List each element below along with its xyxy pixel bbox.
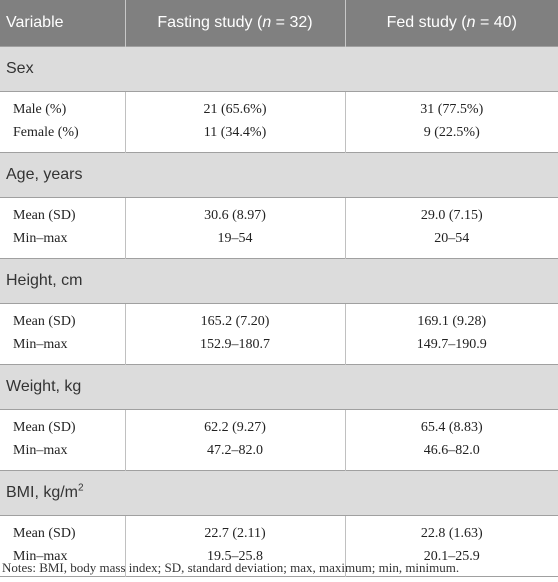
row-label: Mean (SD) (0, 515, 126, 545)
fed-value: 22.8 (1.63) (420, 525, 483, 541)
fed-value: 169.1 (9.28) (417, 313, 487, 329)
table-row: Min–max 19.5–25.8 20.1–25.9 (0, 545, 558, 577)
table-row: Mean (SD) 22.7 (2.11) 22.8 (1.63) (0, 515, 558, 545)
table-notes: Notes: BMI, body mass index; SD, standar… (2, 560, 460, 575)
section-title: Height, cm (0, 258, 558, 304)
header-fed-n: n (466, 14, 476, 31)
row-label: Min–max (0, 227, 126, 259)
row-label: Mean (SD) (0, 303, 126, 333)
fasting-value: 62.2 (9.27) (125, 409, 346, 439)
section-bmi: BMI, kg/m2 (0, 470, 558, 516)
fasting-value: 19–54 (125, 227, 346, 259)
table-row: Min–max 19–54 20–54 (0, 227, 558, 259)
fed-value: 20–54 (434, 230, 470, 246)
header-fasting-suffix: = 32) (271, 14, 313, 31)
header-fed: Fed study (n = 40) (345, 0, 558, 47)
fasting-value: 152.9–180.7 (125, 333, 346, 365)
row-label: Min–max (0, 333, 126, 365)
section-title: Sex (0, 46, 558, 92)
section-weight: Weight, kg (0, 364, 558, 410)
fasting-value: 11 (34.4%) (125, 121, 346, 153)
fed-value: 65.4 (8.83) (420, 419, 483, 435)
row-label: Mean (SD) (0, 409, 126, 439)
header-fasting: Fasting study (n = 32) (125, 0, 346, 47)
section-title-text: BMI, kg/m (6, 484, 79, 501)
table-row: Min–max 47.2–82.0 46.6–82.0 (0, 439, 558, 471)
section-age: Age, years (0, 152, 558, 198)
table-row: Min–max 152.9–180.7 149.7–190.9 (0, 333, 558, 365)
header-fasting-prefix: Fasting study ( (157, 14, 263, 31)
table-row: Female (%) 11 (34.4%) 9 (22.5%) (0, 121, 558, 153)
fed-value: 149.7–190.9 (416, 336, 487, 352)
fasting-value: 22.7 (2.11) (125, 515, 346, 545)
fasting-value: 21 (65.6%) (125, 91, 346, 121)
section-sex: Sex (0, 46, 558, 92)
fasting-value: 30.6 (8.97) (125, 197, 346, 227)
header-fasting-n: n (262, 14, 272, 31)
row-label: Male (%) (0, 91, 126, 121)
fasting-value: 165.2 (7.20) (125, 303, 346, 333)
table-row: Mean (SD) 165.2 (7.20) 169.1 (9.28) (0, 303, 558, 333)
section-title: Weight, kg (0, 364, 558, 410)
row-label: Mean (SD) (0, 197, 126, 227)
section-height: Height, cm (0, 258, 558, 304)
fasting-value: 47.2–82.0 (125, 439, 346, 471)
header-fed-prefix: Fed study ( (386, 14, 467, 31)
table-row: Mean (SD) 30.6 (8.97) 29.0 (7.15) (0, 197, 558, 227)
row-label: Min–max (0, 545, 126, 577)
fed-value: 20.1–25.9 (423, 548, 480, 564)
fed-value: 9 (22.5%) (423, 124, 480, 140)
table-row: Male (%) 21 (65.6%) 31 (77.5%) (0, 91, 558, 121)
fed-value: 29.0 (7.15) (420, 207, 483, 223)
section-title-superscript: 2 (78, 482, 84, 494)
fasting-value: 19.5–25.8 (125, 545, 346, 577)
fed-value: 46.6–82.0 (423, 442, 480, 458)
section-title: BMI, kg/m2 (0, 470, 558, 516)
fed-value: 31 (77.5%) (420, 101, 484, 117)
header-row: Variable Fasting study (n = 32) Fed stud… (0, 0, 558, 47)
header-fed-suffix: = 40) (475, 14, 517, 31)
header-variable: Variable (0, 0, 126, 47)
row-label: Female (%) (0, 121, 126, 153)
table-row: Mean (SD) 62.2 (9.27) 65.4 (8.83) (0, 409, 558, 439)
row-label: Min–max (0, 439, 126, 471)
section-title: Age, years (0, 152, 558, 198)
